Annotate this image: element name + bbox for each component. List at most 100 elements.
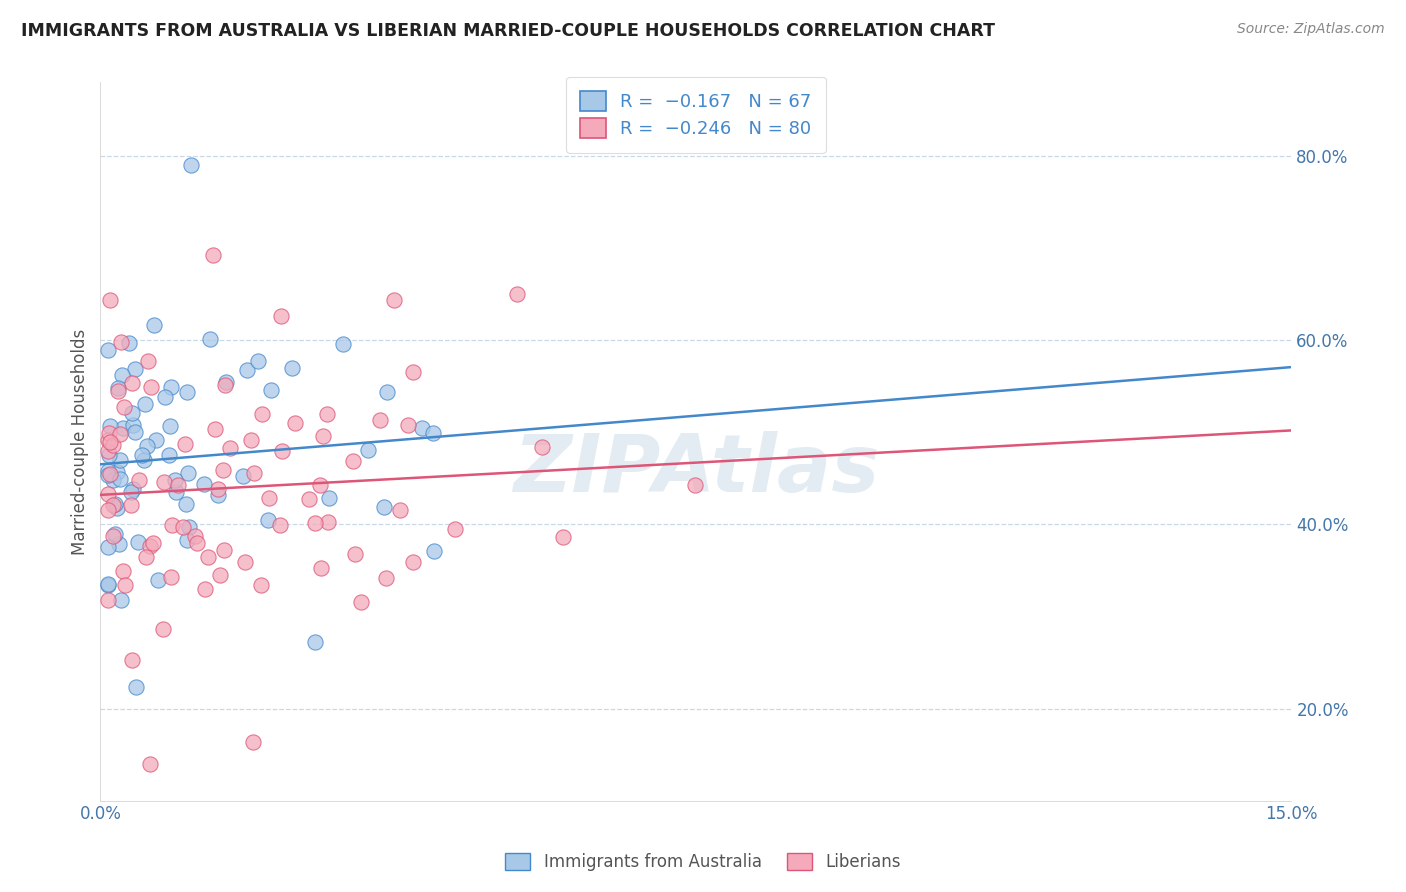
Point	[162, 517, 184, 532]
Point	[318, 515, 340, 529]
Point	[97, 502, 120, 516]
Point	[163, 473, 186, 487]
Point	[209, 567, 232, 582]
Point	[157, 448, 180, 462]
Point	[309, 477, 332, 491]
Point	[97, 465, 120, 479]
Point	[235, 555, 257, 569]
Point	[98, 434, 121, 449]
Point	[97, 540, 120, 554]
Point	[100, 293, 122, 307]
Point	[207, 482, 229, 496]
Point	[100, 467, 122, 481]
Point	[443, 522, 465, 536]
Point	[110, 427, 132, 442]
Point	[349, 595, 371, 609]
Point	[236, 363, 259, 377]
Point	[136, 439, 159, 453]
Point	[98, 448, 121, 462]
Point	[166, 478, 188, 492]
Point	[270, 309, 292, 323]
Point	[135, 549, 157, 564]
Point	[373, 500, 395, 514]
Point	[179, 520, 201, 534]
Point	[127, 534, 149, 549]
Point	[304, 516, 326, 530]
Legend: R =  −0.167   N = 67, R =  −0.246   N = 80: R = −0.167 N = 67, R = −0.246 N = 80	[567, 77, 825, 153]
Point	[98, 418, 121, 433]
Point	[107, 384, 129, 398]
Point	[108, 472, 131, 486]
Point	[193, 477, 215, 491]
Point	[104, 526, 127, 541]
Point	[159, 419, 181, 434]
Point	[145, 434, 167, 448]
Point	[97, 468, 120, 483]
Point	[298, 491, 321, 506]
Point	[110, 593, 132, 607]
Point	[105, 500, 128, 515]
Point	[101, 529, 124, 543]
Point	[382, 293, 405, 307]
Point	[402, 365, 425, 379]
Point	[250, 578, 273, 592]
Point	[112, 421, 135, 435]
Point	[683, 478, 706, 492]
Point	[177, 467, 200, 481]
Point	[207, 488, 229, 502]
Legend: Immigrants from Australia, Liberians: Immigrants from Australia, Liberians	[498, 845, 908, 880]
Point	[422, 425, 444, 440]
Point	[105, 465, 128, 479]
Point	[374, 571, 396, 585]
Point	[132, 453, 155, 467]
Point	[356, 442, 378, 457]
Point	[284, 416, 307, 430]
Point	[97, 343, 120, 357]
Point	[197, 550, 219, 565]
Y-axis label: Married-couple Households: Married-couple Households	[72, 328, 89, 555]
Point	[108, 453, 131, 467]
Point	[257, 491, 280, 505]
Point	[553, 530, 575, 544]
Point	[101, 498, 124, 512]
Point	[122, 483, 145, 497]
Point	[311, 561, 333, 575]
Point	[114, 578, 136, 592]
Point	[242, 735, 264, 749]
Point	[136, 353, 159, 368]
Point	[214, 378, 236, 392]
Point	[139, 756, 162, 771]
Point	[375, 385, 398, 400]
Point	[198, 332, 221, 346]
Point	[505, 287, 527, 301]
Point	[97, 434, 120, 448]
Point	[110, 368, 132, 382]
Point	[121, 376, 143, 391]
Point	[243, 466, 266, 480]
Point	[240, 433, 263, 447]
Point	[194, 582, 217, 596]
Point	[180, 158, 202, 172]
Point	[212, 542, 235, 557]
Point	[118, 335, 141, 350]
Point	[124, 425, 146, 439]
Point	[152, 475, 174, 489]
Point	[232, 468, 254, 483]
Point	[215, 375, 238, 389]
Point	[111, 564, 134, 578]
Point	[107, 381, 129, 395]
Text: Source: ZipAtlas.com: Source: ZipAtlas.com	[1237, 22, 1385, 37]
Point	[97, 578, 120, 592]
Point	[389, 503, 412, 517]
Point	[120, 498, 142, 512]
Point	[165, 484, 187, 499]
Point	[311, 428, 333, 442]
Point	[101, 438, 124, 452]
Point	[246, 353, 269, 368]
Point	[368, 413, 391, 427]
Point	[250, 407, 273, 421]
Text: ZIPAtlas: ZIPAtlas	[513, 431, 879, 509]
Point	[98, 425, 121, 440]
Point	[316, 407, 339, 421]
Point	[172, 520, 194, 534]
